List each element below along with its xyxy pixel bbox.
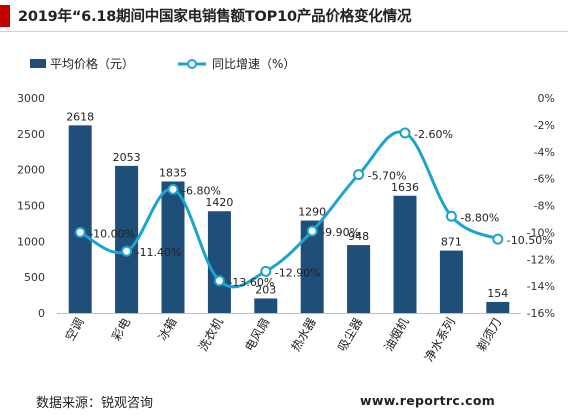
bar-value-label: 871 [441, 236, 462, 249]
title-accent-bar [0, 5, 10, 27]
line-value-label: -10.50% [507, 234, 553, 247]
x-tick-label: 吸尘器 [335, 316, 365, 354]
y-right-tick-label: -2% [534, 119, 555, 132]
x-tick-label: 彩电 [109, 316, 133, 344]
y-right-tick-label: -10% [527, 226, 555, 239]
bar-value-label: 2053 [113, 151, 141, 164]
line-point-2 [167, 183, 179, 195]
chart-title: 2019年“6.18期间中国家电销售额TOP10产品价格变化情况 [18, 9, 412, 25]
x-tick-label: 净水系列 [422, 316, 458, 365]
y-left-tick-label: 2000 [17, 164, 45, 177]
y-right-tick-label: -12% [527, 253, 555, 266]
y-right-tick-label: -6% [534, 173, 555, 186]
line-value-label: -10.00% [89, 227, 135, 240]
line-point-9 [492, 233, 504, 245]
source-note: 数据来源：锐观咨询 [36, 396, 154, 411]
line-point-1 [121, 245, 133, 257]
line-point-5 [306, 225, 318, 237]
line-value-label: -9.90% [321, 226, 360, 239]
x-tick-label: 冰箱 [155, 315, 180, 343]
y-right-tick-label: -14% [527, 280, 555, 293]
x-tick-label: 剃须刀 [474, 316, 504, 354]
x-tick-label: 油烟机 [381, 316, 411, 354]
x-tick-label: 空调 [63, 316, 87, 344]
line-point-4 [260, 265, 272, 277]
bar-7 [393, 195, 417, 313]
line-point-8 [445, 210, 457, 222]
bar-value-label: 154 [487, 287, 508, 300]
line-value-label: -6.80% [182, 184, 221, 197]
line-value-label: -13.60% [228, 276, 274, 289]
legend-line-label: 同比增速（%） [212, 57, 295, 71]
line-value-label: -8.80% [460, 211, 499, 224]
y-left-tick-label: 2500 [17, 128, 45, 141]
bar-value-label: 2618 [66, 110, 94, 123]
line-point-6 [353, 169, 365, 181]
line-point-3 [213, 275, 225, 287]
line-value-label: -2.60% [414, 128, 453, 141]
bar-value-label: 1420 [205, 196, 233, 209]
y-left-tick-label: 0 [38, 307, 45, 320]
title-bar: 2019年“6.18期间中国家电销售额TOP10产品价格变化情况 [0, 0, 568, 27]
x-tick-label: 热水器 [289, 316, 319, 354]
y-left-tick-label: 500 [24, 271, 45, 284]
line-point-7 [399, 127, 411, 139]
title-divider [0, 31, 568, 32]
bar-value-label: 203 [255, 283, 276, 296]
y-right-tick-label: 0% [538, 92, 555, 105]
bar-6 [347, 245, 371, 313]
bar-value-label: 1290 [298, 206, 326, 219]
line-value-label: -11.40% [136, 246, 182, 259]
growth-rate-line [79, 130, 499, 289]
y-left-tick-label: 1500 [17, 200, 45, 213]
legend-bar-swatch [30, 59, 46, 68]
bar-2 [161, 181, 185, 313]
y-left-tick-label: 1000 [17, 235, 45, 248]
bar-0 [68, 125, 92, 313]
bar-3 [207, 211, 231, 313]
x-tick-label: 电风扇 [241, 315, 272, 354]
legend-bar-label: 平均价格（元） [50, 56, 134, 71]
y-left-tick-label: 3000 [17, 92, 45, 105]
bar-value-label: 948 [348, 230, 369, 243]
y-right-tick-label: -8% [534, 200, 555, 213]
bar-5 [300, 220, 324, 313]
bar-value-label: 1636 [391, 181, 419, 194]
bar-value-label: 1835 [159, 166, 187, 179]
line-value-label: -12.90% [275, 266, 321, 279]
legend-line-marker [187, 59, 197, 69]
x-tick-label: 洗衣机 [195, 315, 226, 354]
website-url: www.reportrc.com [360, 393, 496, 408]
bar-1 [115, 165, 139, 313]
line-value-label: -5.70% [368, 170, 407, 183]
line-point-0 [74, 226, 86, 238]
y-right-tick-label: -4% [534, 146, 555, 159]
bar-8 [439, 250, 463, 313]
bar-4 [254, 298, 278, 313]
y-right-tick-label: -16% [527, 307, 555, 320]
bar-9 [486, 301, 510, 313]
